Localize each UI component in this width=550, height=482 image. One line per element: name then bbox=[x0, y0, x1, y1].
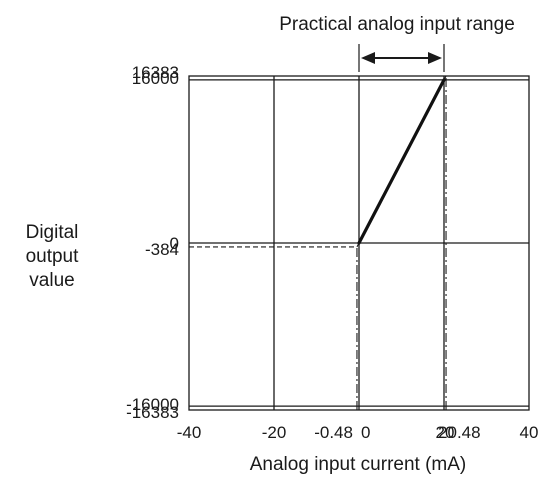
x-tick-label: -20 bbox=[262, 423, 287, 442]
x-axis-label: Analog input current (mA) bbox=[250, 454, 467, 475]
y-axis-label-line-2: output bbox=[26, 246, 80, 267]
x-tick-label: 40 bbox=[520, 423, 539, 442]
y-tick-label: -16383 bbox=[126, 403, 179, 422]
y-axis-label-line-1: Digital bbox=[26, 222, 79, 243]
reference-lines-layer bbox=[356, 76, 447, 410]
y-tick-label: -16000 bbox=[126, 395, 179, 414]
range-arrow-layer bbox=[358, 44, 445, 72]
y-tick-label: 16000 bbox=[132, 69, 179, 88]
range-arrowhead-left bbox=[361, 52, 375, 64]
x-tick-label: 0 bbox=[361, 423, 370, 442]
series-line-solid bbox=[357, 78, 446, 245]
range-annotation: Practical analog input range bbox=[279, 14, 515, 35]
range-arrowhead-right bbox=[428, 52, 442, 64]
series-layer bbox=[189, 75, 447, 248]
series-line-dashed bbox=[443, 75, 447, 81]
y-tick-label: 16383 bbox=[132, 63, 179, 82]
x-tick-label: 20 bbox=[436, 423, 455, 442]
y-tick-label: 0 bbox=[170, 234, 179, 253]
grid-layer bbox=[188, 75, 530, 411]
y-axis-label: Digital output value bbox=[26, 222, 80, 291]
y-tick-label: -384 bbox=[145, 240, 179, 259]
x-tick-label: 20.48 bbox=[438, 423, 481, 442]
x-tick-label: -40 bbox=[177, 423, 202, 442]
x-tick-label: -0.48 bbox=[314, 423, 353, 442]
y-axis-label-line-3: value bbox=[29, 270, 74, 291]
series-line-dashed bbox=[189, 242, 360, 248]
